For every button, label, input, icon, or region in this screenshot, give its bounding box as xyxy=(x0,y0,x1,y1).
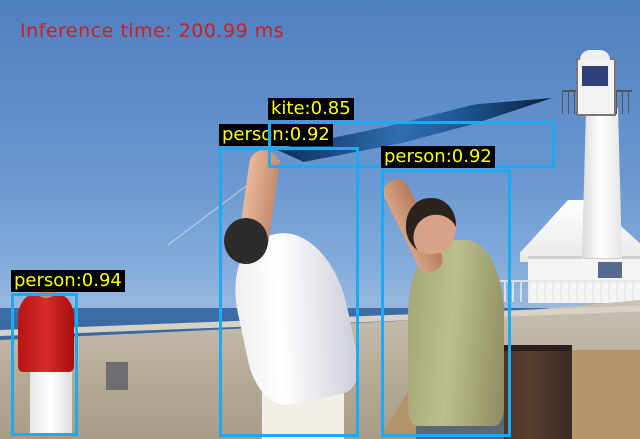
railing xyxy=(480,280,640,302)
person-right-head xyxy=(406,198,456,254)
wall-plaque xyxy=(106,362,128,390)
lighthouse-cap xyxy=(580,50,610,60)
detection-label-person-1: person:0.94 xyxy=(11,270,125,292)
person-middle-head xyxy=(224,218,268,264)
detection-label-kite: kite:0.85 xyxy=(268,98,354,120)
person-left-legs xyxy=(30,368,72,434)
lighthouse-glass xyxy=(582,66,608,86)
person-left-shirt xyxy=(18,294,74,372)
lighthouse-window xyxy=(598,262,622,278)
detection-label-person-2: person:0.92 xyxy=(219,124,333,146)
detection-box-person-2 xyxy=(219,147,359,437)
detection-label-person-3: person:0.92 xyxy=(381,146,495,168)
inference-time-text: Inference time: 200.99 ms xyxy=(20,20,285,42)
detection-box-person-3 xyxy=(381,169,511,437)
detection-box-person-1 xyxy=(11,293,78,436)
lighthouse-tower xyxy=(582,108,622,258)
lighthouse-base xyxy=(520,200,640,262)
